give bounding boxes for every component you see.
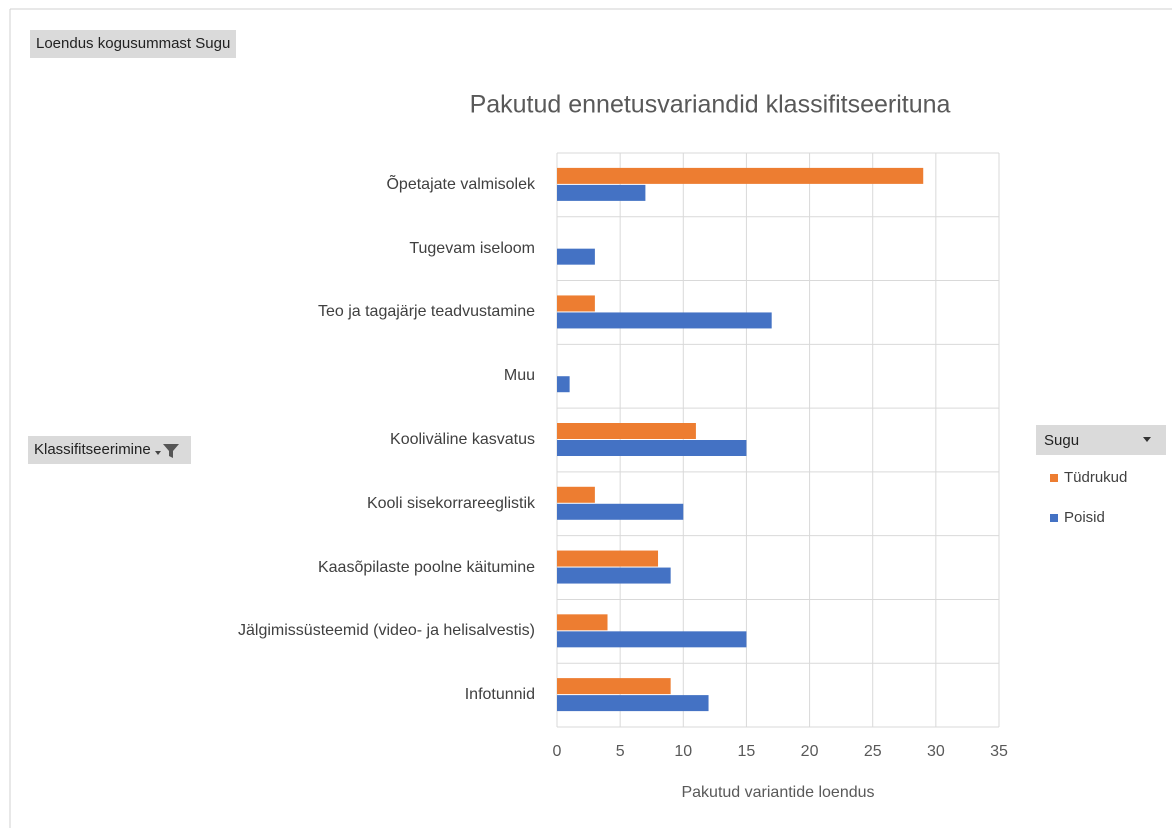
bar [557, 567, 671, 584]
category-text: Kaasõpilaste poolne käitumine [317, 558, 535, 576]
category-text: Infotunnid [464, 686, 535, 704]
y-tick-label: Jälgimissüsteemid (video- ja helisalvest… [238, 620, 535, 642]
legend-filter-button[interactable] [1036, 425, 1166, 455]
category-text: Kooliväline kasvatus [390, 431, 535, 448]
filter-icon [154, 444, 179, 458]
row-field-button[interactable]: Klassifitseerimine [28, 436, 191, 464]
x-axis-label: Pakutud variantide loendus [681, 784, 874, 801]
bar [557, 295, 595, 312]
bar [557, 167, 924, 184]
x-tick-label: 25 [864, 743, 882, 760]
y-tick-label: Infotunnid [465, 684, 535, 706]
y-tick-label: Kooli sisekorrareeglistik [367, 493, 535, 515]
category-text: Teo ja tagajärje teadvustamine [317, 303, 535, 321]
legend-label: Poisid [1064, 509, 1105, 526]
bar [557, 631, 747, 648]
x-tick-label: 15 [738, 743, 756, 760]
x-tick-label: 35 [990, 743, 1008, 760]
chart-title: Pakutud ennetusvariandid klassifitseerit… [470, 91, 951, 119]
legend-swatch [1050, 474, 1058, 482]
x-tick-label: 0 [553, 743, 562, 760]
bar [557, 486, 595, 503]
x-tick-label: 30 [927, 743, 945, 760]
category-text: Õpetajate valmisolek [386, 175, 535, 193]
dropdown-icon [1143, 437, 1151, 442]
x-tick-label: 10 [674, 743, 692, 760]
bar [557, 248, 595, 265]
y-tick-label: Teo ja tagajärje teadvustamine [318, 301, 535, 323]
y-tick-label: Kooliväline kasvatus [390, 429, 535, 451]
category-text: Muu [503, 367, 535, 385]
x-tick-label: 5 [616, 743, 625, 760]
bar [557, 440, 747, 456]
legend-title: Sugu [1044, 432, 1079, 449]
legend-label: Tüdrukud [1064, 469, 1127, 486]
y-tick-label: Tugevam iseloom [409, 238, 535, 260]
y-tick-label: Kaasõpilaste poolne käitumine [318, 557, 535, 579]
category-text: Tugevam iseloom [409, 239, 535, 257]
bar [557, 312, 772, 329]
y-tick-label: Muu [504, 365, 535, 387]
y-tick-label: Õpetajate valmisolek [386, 174, 535, 196]
bar [557, 678, 671, 695]
bar [557, 376, 570, 393]
row-field-label: Klassifitseerimine [34, 441, 151, 458]
legend-swatch [1050, 514, 1058, 522]
bar [557, 695, 709, 712]
bar [557, 503, 684, 520]
value-field-button[interactable]: Loendus kogusummast Sugu [30, 30, 237, 58]
bar [557, 614, 608, 631]
category-text: Jälgimissüsteemid (video- ja helisalvest… [238, 622, 535, 640]
x-tick-label: 20 [801, 743, 819, 760]
bar [557, 550, 659, 567]
category-text: Kooli sisekorrareeglistik [366, 494, 535, 512]
bar [557, 423, 696, 439]
bar [557, 184, 646, 201]
